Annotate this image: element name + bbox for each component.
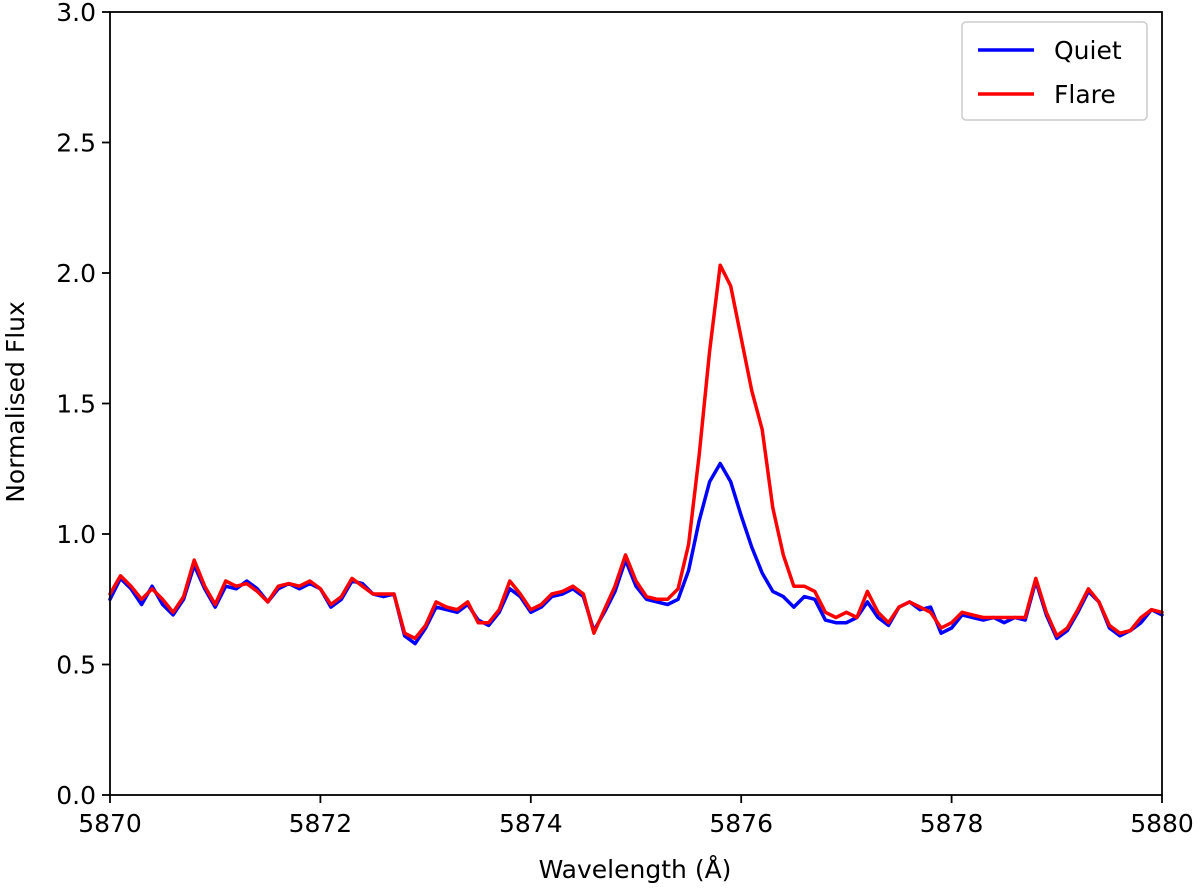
x-tick-label: 5878 [920, 809, 984, 838]
series-layer [108, 263, 1164, 646]
y-tick-label: 1.0 [56, 520, 96, 549]
y-tick-label: 2.0 [56, 259, 96, 288]
legend-label-flare: Flare [1054, 80, 1116, 109]
series-line-flare [108, 263, 1164, 641]
y-tick-label: 0.5 [56, 651, 96, 680]
y-tick-label: 2.5 [56, 129, 96, 158]
x-tick-label: 5874 [499, 809, 563, 838]
x-tick-label: 5872 [289, 809, 353, 838]
x-tick-label: 5876 [709, 809, 773, 838]
x-tick-label: 5880 [1130, 809, 1194, 838]
y-axis-label: Normalised Flux [1, 301, 30, 503]
legend: Quiet Flare [961, 21, 1148, 121]
x-axis-label: Wavelength (Å) [539, 855, 732, 884]
y-tick-label: 1.5 [56, 390, 96, 419]
x-tick-label: 5870 [78, 809, 142, 838]
legend-label-quiet: Quiet [1054, 36, 1122, 65]
axes-layer: 5870 5872 5874 5876 5878 5880 0.0 0.5 1.0 1.5 2.0 2… [56, 0, 1194, 838]
y-tick-label: 0.0 [56, 781, 96, 810]
y-tick-label: 3.0 [56, 0, 96, 27]
